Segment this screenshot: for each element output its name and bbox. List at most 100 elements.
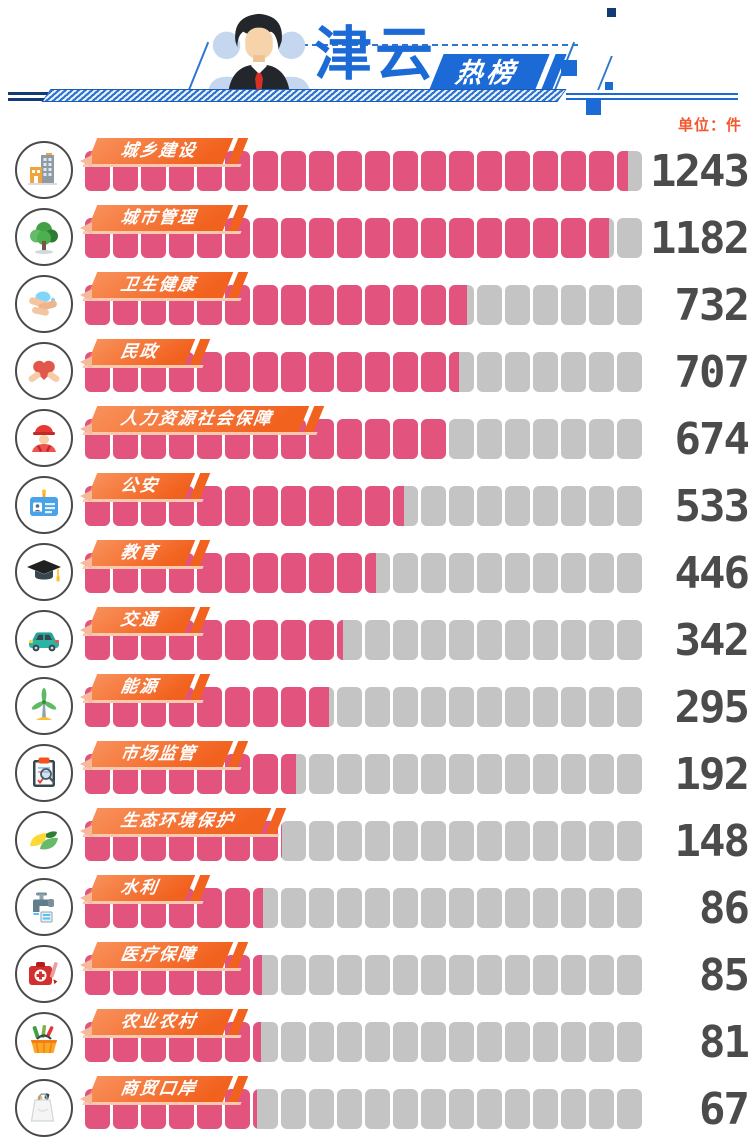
category-ribbon: 城市管理 <box>80 205 249 234</box>
hot-list: 城乡建设 1243 城市管理 1182 卫生健康 732 民政 707 人力资源社会保障 674 公… <box>0 138 750 1143</box>
bar-segment <box>533 821 558 861</box>
bar-segment <box>421 218 446 258</box>
bar-segment <box>589 888 614 928</box>
category-ribbon: 水利 <box>80 875 211 904</box>
ribbon-underline <box>82 1102 242 1105</box>
bar-segment <box>365 888 390 928</box>
bar-filled-segments <box>85 352 459 392</box>
bar-segment <box>505 620 530 660</box>
bar-segment <box>421 620 446 660</box>
buildings-icon <box>15 141 73 199</box>
bar-segment <box>253 553 278 593</box>
bar-segment <box>421 955 446 995</box>
bar-segment <box>505 285 530 325</box>
bar-segment <box>421 486 446 526</box>
bar-segment <box>617 1022 642 1062</box>
bar-segment <box>309 687 329 727</box>
bar-segment <box>393 486 404 526</box>
bar-segment <box>533 352 558 392</box>
bar-segment <box>477 1089 502 1129</box>
bar-segment <box>309 285 334 325</box>
ribbon-underline <box>82 767 242 770</box>
unit-label: 单位：件 <box>677 117 742 134</box>
bar-segment <box>505 821 530 861</box>
ribbon-underline <box>82 700 204 703</box>
bar-segment <box>561 151 586 191</box>
bar-segment <box>505 151 530 191</box>
bar-segment <box>477 687 502 727</box>
category-row: 能源 295 <box>0 674 750 741</box>
category-row: 城市管理 1182 <box>0 205 750 272</box>
bar-segment <box>477 151 502 191</box>
bar-segment <box>281 285 306 325</box>
bar-segment <box>589 821 614 861</box>
bar-segment <box>253 285 278 325</box>
category-ribbon: 城乡建设 <box>80 138 249 167</box>
bar-fill-clip <box>85 687 329 727</box>
bar-segment <box>253 1089 257 1129</box>
bar-segment <box>477 553 502 593</box>
bar-segment <box>309 888 334 928</box>
bar-segment <box>561 821 586 861</box>
bar-segment <box>365 553 376 593</box>
bar-segment <box>365 218 390 258</box>
bar-segment <box>281 1089 306 1129</box>
ribbon-underline <box>82 365 204 368</box>
bar-segment <box>365 1089 390 1129</box>
category-value: 446 <box>674 548 750 599</box>
bar-segment <box>617 888 642 928</box>
category-ribbon: 教育 <box>80 540 211 569</box>
bar-fill-clip <box>85 620 343 660</box>
ribbon-underline <box>82 432 318 435</box>
bar-segment <box>309 486 334 526</box>
ribbon-underline <box>82 1035 242 1038</box>
category-value: 86 <box>699 883 750 934</box>
category-value: 81 <box>699 1017 750 1068</box>
person-avatar-icon <box>200 6 318 102</box>
square-decoration <box>586 100 601 115</box>
bar-segment <box>421 888 446 928</box>
bar-filled-segments <box>85 620 343 660</box>
ribbon-underline <box>82 566 204 569</box>
bar-segment <box>505 419 530 459</box>
bar-segment <box>365 486 390 526</box>
progress-bar <box>85 687 642 727</box>
ribbon-underline <box>82 968 242 971</box>
category-value: 1243 <box>650 146 750 197</box>
bar-segment <box>337 754 362 794</box>
bar-segment <box>449 821 474 861</box>
bar-segment <box>617 486 642 526</box>
category-value: 342 <box>674 615 750 666</box>
category-label: 能源 <box>86 674 196 700</box>
bar-segment <box>365 419 390 459</box>
category-row: 商贸口岸 67 <box>0 1076 750 1143</box>
bar-segment <box>309 821 334 861</box>
divider-hatched-band <box>41 89 567 102</box>
category-ribbon: 医疗保障 <box>80 942 249 971</box>
bar-segment <box>449 419 474 459</box>
bar-segment <box>477 285 502 325</box>
bar-segment <box>505 955 530 995</box>
bar-segment <box>561 553 586 593</box>
bar-segment <box>253 620 278 660</box>
bar-segment <box>421 821 446 861</box>
bar-segment <box>337 553 362 593</box>
bar-segment <box>533 419 558 459</box>
bar-segment <box>561 352 586 392</box>
bar-segment <box>617 955 642 995</box>
progress-bar <box>85 419 642 459</box>
bar-segment <box>365 352 390 392</box>
bar-segment <box>393 352 418 392</box>
bar-segment <box>505 218 530 258</box>
category-row: 水利 86 <box>0 875 750 942</box>
category-value: 674 <box>674 414 750 465</box>
ribbon-arrow <box>80 1026 92 1038</box>
bar-segment <box>505 888 530 928</box>
car-icon <box>15 610 73 668</box>
square-decoration <box>607 8 616 17</box>
washing-hands-icon <box>15 275 73 333</box>
category-label: 城市管理 <box>86 205 234 231</box>
bar-segment <box>365 955 390 995</box>
ribbon-arrow <box>80 557 92 569</box>
bar-segment <box>477 955 502 995</box>
